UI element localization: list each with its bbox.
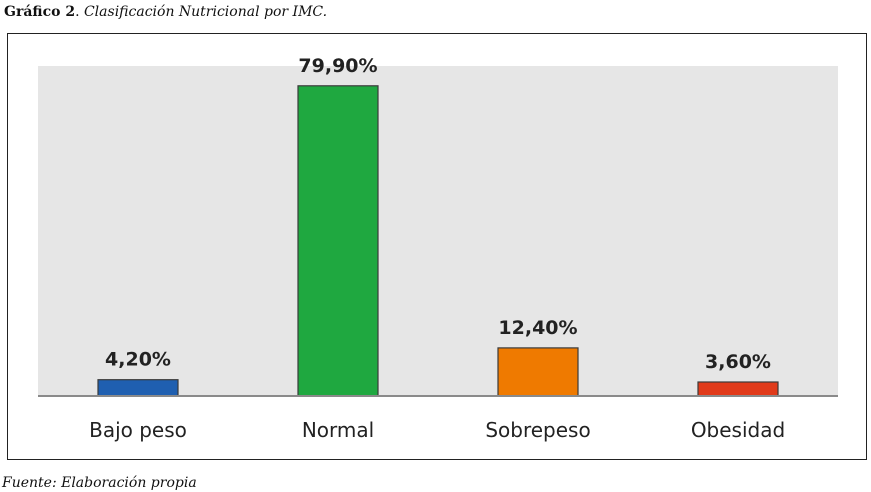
labels-group: 4,20% Bajo peso 79,90% Normal 12,40% Sobrepes… xyxy=(89,55,785,442)
figure-caption: Gráfico 2. Clasificación Nutricional por… xyxy=(4,3,327,21)
caption-label: Gráfico 2 xyxy=(4,4,76,20)
bar-sobrepeso xyxy=(497,347,579,397)
caption-text: Clasificación Nutricional por IMC. xyxy=(83,4,328,20)
bar-bajo-peso xyxy=(97,379,179,397)
bar-normal xyxy=(297,85,379,397)
bars-group xyxy=(97,85,779,397)
category-label-obesidad: Obesidad xyxy=(691,418,785,442)
category-label-sobrepeso: Sobrepeso xyxy=(485,418,590,442)
data-label-obesidad: 3,60% xyxy=(705,351,771,373)
data-label-normal: 79,90% xyxy=(298,55,377,77)
chart-frame: 4,20% Bajo peso 79,90% Normal 12,40% Sobrepes… xyxy=(7,33,867,460)
caption-separator: . xyxy=(75,4,84,20)
bar-chart: 4,20% Bajo peso 79,90% Normal 12,40% Sobrepes… xyxy=(38,55,838,442)
bar-obesidad xyxy=(697,381,779,397)
data-label-sobrepeso: 12,40% xyxy=(498,317,577,339)
figure-source: Fuente: Elaboración propia xyxy=(2,475,197,491)
category-label-normal: Normal xyxy=(302,418,374,442)
data-label-bajo-peso: 4,20% xyxy=(105,349,171,371)
category-label-bajo-peso: Bajo peso xyxy=(89,418,187,442)
plot-area xyxy=(38,66,838,396)
